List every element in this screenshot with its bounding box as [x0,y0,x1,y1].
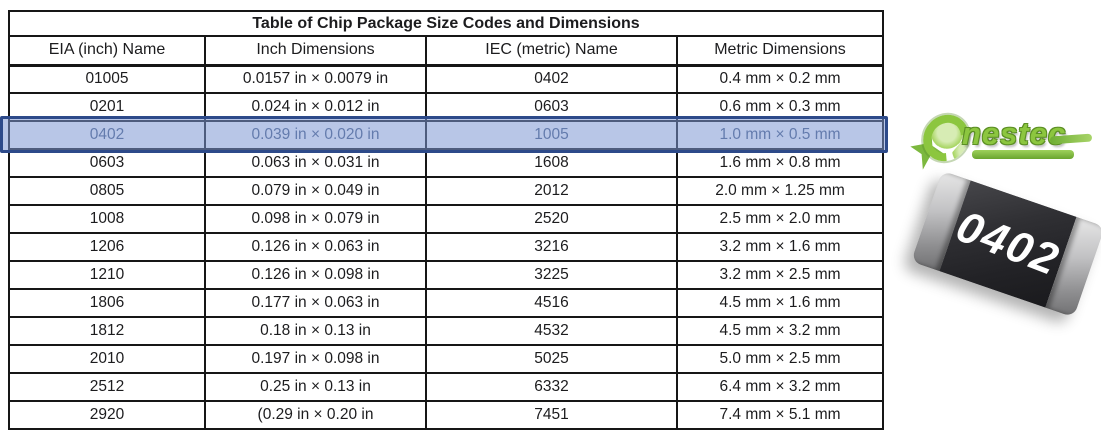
cell-inch-dimensions: 0.126 in × 0.063 in [204,232,427,262]
table-row: 0805 0.079 in × 0.049 in 2012 2.0 mm × 1… [8,176,885,206]
table-row: 2512 0.25 in × 0.13 in 6332 6.4 mm × 3.2… [8,372,885,402]
column-header-metric: Metric Dimensions [675,35,885,67]
cell-inch-dimensions: 0.024 in × 0.012 in [204,92,427,122]
cell-iec-name: 7451 [425,400,678,430]
cell-eia-name: 1812 [8,316,206,346]
cell-iec-name: 2520 [425,204,678,234]
table-row: 2010 0.197 in × 0.098 in 5025 5.0 mm × 2… [8,344,885,374]
cell-metric-dimensions: 0.4 mm × 0.2 mm [675,64,885,94]
column-header-inch: Inch Dimensions [204,35,427,67]
cell-eia-name: 1008 [8,204,206,234]
package-size-table: Table of Chip Package Size Codes and Dim… [7,10,885,430]
cell-iec-name: 6332 [425,372,678,402]
cell-eia-name: 1210 [8,260,206,290]
table-row: 1206 0.126 in × 0.063 in 3216 3.2 mm × 1… [8,232,885,262]
table-row: 1806 0.177 in × 0.063 in 4516 4.5 mm × 1… [8,288,885,318]
cell-iec-name: 1608 [425,148,678,178]
logo-tagline-bar [972,150,1074,159]
cell-eia-name: 0402 [8,120,206,150]
cell-metric-dimensions: 6.4 mm × 3.2 mm [675,372,885,402]
cell-inch-dimensions: 0.177 in × 0.063 in [204,288,427,318]
cell-metric-dimensions: 0.6 mm × 0.3 mm [675,92,885,122]
chip-resistor-image: 0402 [911,170,1101,318]
swoosh-icon [1049,133,1093,145]
cell-iec-name: 0402 [425,64,678,94]
cell-metric-dimensions: 4.5 mm × 3.2 mm [675,316,885,346]
cell-metric-dimensions: 1.0 mm × 0.5 mm [675,120,885,150]
cell-iec-name: 4532 [425,316,678,346]
cell-eia-name: 1806 [8,288,206,318]
column-header-eia: EIA (inch) Name [8,35,206,67]
logo-text: nestec [962,116,1067,151]
cell-inch-dimensions: 0.197 in × 0.098 in [204,344,427,374]
cell-eia-name: 0201 [8,92,206,122]
cell-iec-name: 1005 [425,120,678,150]
table-title: Table of Chip Package Size Codes and Dim… [7,10,885,37]
cell-inch-dimensions: 0.039 in × 0.020 in [204,120,427,150]
cell-iec-name: 0603 [425,92,678,122]
cell-metric-dimensions: 3.2 mm × 1.6 mm [675,232,885,262]
cell-eia-name: 2010 [8,344,206,374]
cell-eia-name: 2920 [8,400,206,430]
chip-size-label: 0402 [949,201,1067,286]
cell-iec-name: 5025 [425,344,678,374]
cell-inch-dimensions: 0.18 in × 0.13 in [204,316,427,346]
cell-iec-name: 4516 [425,288,678,318]
cell-metric-dimensions: 3.2 mm × 2.5 mm [675,260,885,290]
table-row: 01005 0.0157 in × 0.0079 in 0402 0.4 mm … [8,64,885,94]
cell-eia-name: 0603 [8,148,206,178]
cell-inch-dimensions: 0.079 in × 0.049 in [204,176,427,206]
table-row: 1008 0.098 in × 0.079 in 2520 2.5 mm × 2… [8,204,885,234]
cell-metric-dimensions: 2.5 mm × 2.0 mm [675,204,885,234]
cell-metric-dimensions: 7.4 mm × 5.1 mm [675,400,885,430]
table-row: 0201 0.024 in × 0.012 in 0603 0.6 mm × 0… [8,92,885,122]
cell-inch-dimensions: 0.098 in × 0.079 in [204,204,427,234]
table-row: 1812 0.18 in × 0.13 in 4532 4.5 mm × 3.2… [8,316,885,346]
table-header-row: EIA (inch) Name Inch Dimensions IEC (met… [8,35,885,67]
cell-inch-dimensions: 0.0157 in × 0.0079 in [204,64,427,94]
table-row: 1210 0.126 in × 0.098 in 3225 3.2 mm × 2… [8,260,885,290]
cell-metric-dimensions: 5.0 mm × 2.5 mm [675,344,885,374]
brand-logo: nestec [910,105,1093,176]
column-header-iec: IEC (metric) Name [425,35,678,67]
cell-eia-name: 2512 [8,372,206,402]
table-row: 0603 0.063 in × 0.031 in 1608 1.6 mm × 0… [8,148,885,178]
cell-iec-name: 3216 [425,232,678,262]
cell-inch-dimensions: 0.126 in × 0.098 in [204,260,427,290]
cell-eia-name: 0805 [8,176,206,206]
table-row: 2920 (0.29 in × 0.20 in 7451 7.4 mm × 5.… [8,400,885,430]
cell-inch-dimensions: 0.063 in × 0.031 in [204,148,427,178]
cell-metric-dimensions: 1.6 mm × 0.8 mm [675,148,885,178]
cell-iec-name: 3225 [425,260,678,290]
table-title-row: Table of Chip Package Size Codes and Dim… [7,10,885,37]
table-row: 0402 0.039 in × 0.020 in 1005 1.0 mm × 0… [8,120,885,150]
cell-metric-dimensions: 2.0 mm × 1.25 mm [675,176,885,206]
cell-eia-name: 01005 [8,64,206,94]
cell-iec-name: 2012 [425,176,678,206]
cell-inch-dimensions: (0.29 in × 0.20 in [204,400,427,430]
cell-eia-name: 1206 [8,232,206,262]
cell-inch-dimensions: 0.25 in × 0.13 in [204,372,427,402]
cell-metric-dimensions: 4.5 mm × 1.6 mm [675,288,885,318]
